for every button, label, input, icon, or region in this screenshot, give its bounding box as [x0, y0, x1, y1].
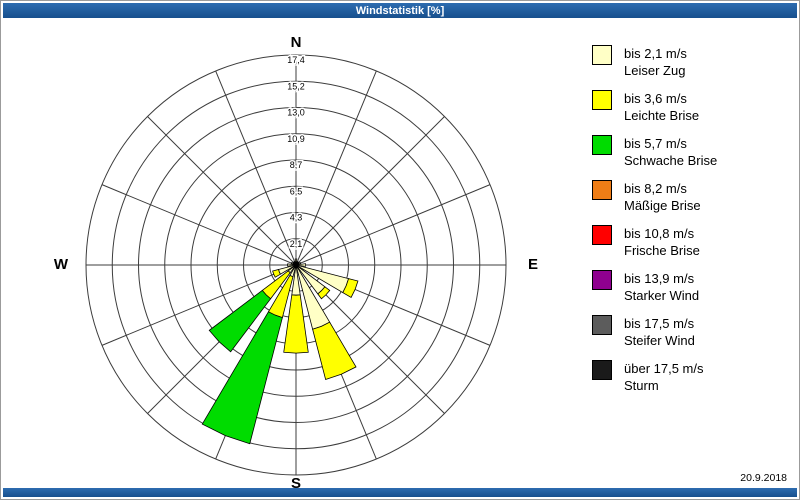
- window-title-bar: Windstatistik [%]: [3, 3, 797, 18]
- legend-speed-label: bis 2,1 m/s: [624, 46, 687, 61]
- grid-spoke: [295, 116, 445, 266]
- windrose-petal-nnw: [293, 260, 297, 266]
- legend-class-name: Sturm: [624, 378, 659, 393]
- legend-item: bis 5,7 m/s Schwache Brise: [592, 135, 797, 169]
- legend-speed-label: bis 3,6 m/s: [624, 91, 687, 106]
- windrose-petal-sw: [208, 289, 272, 353]
- windrose-petal-s: [283, 294, 309, 354]
- legend-color-swatch: [592, 135, 612, 155]
- legend-text: bis 10,8 m/s Frische Brise: [624, 225, 700, 259]
- legend-item: bis 10,8 m/s Frische Brise: [592, 225, 797, 259]
- windrose-petal-se: [317, 286, 331, 300]
- legend-speed-label: bis 13,9 m/s: [624, 271, 695, 286]
- legend-text: bis 2,1 m/s Leiser Zug: [624, 45, 687, 79]
- windrose-petal-ese: [342, 278, 359, 299]
- legend-text: über 17,5 m/s Sturm: [624, 360, 704, 394]
- legend-item: bis 8,2 m/s Mäßige Brise: [592, 180, 797, 214]
- ring-label: 10,9: [287, 134, 305, 144]
- compass-label-south: S: [290, 475, 301, 492]
- legend-class-name: Mäßige Brise: [624, 198, 701, 213]
- date-label: 20.9.2018: [740, 472, 787, 484]
- legend-item: bis 2,1 m/s Leiser Zug: [592, 45, 797, 79]
- legend-text: bis 17,5 m/s Steifer Wind: [624, 315, 695, 349]
- windrose-petal-e: [295, 263, 307, 267]
- ring-label: 13,0: [287, 108, 305, 118]
- legend-item: bis 3,6 m/s Leichte Brise: [592, 90, 797, 124]
- ring-label: 2,1: [290, 239, 303, 249]
- legend-class-name: Starker Wind: [624, 288, 700, 303]
- windrose-petal-w: [287, 263, 297, 267]
- legend-class-name: Leichte Brise: [624, 108, 700, 123]
- petals: [201, 258, 359, 445]
- legend-text: bis 13,9 m/s Starker Wind: [624, 270, 699, 304]
- grid-spoke: [147, 116, 297, 266]
- windrose-petal-sse: [312, 321, 357, 381]
- legend-color-swatch: [592, 45, 612, 65]
- ring-label: 6,5: [290, 186, 303, 196]
- grid-spoke: [101, 264, 297, 346]
- legend-speed-label: über 17,5 m/s: [624, 361, 704, 376]
- grid-spoke: [295, 70, 377, 266]
- legend-speed-label: bis 10,8 m/s: [624, 226, 695, 241]
- legend-color-swatch: [592, 225, 612, 245]
- legend: bis 2,1 m/s Leiser Zug bis 3,6 m/s Leichte …: [592, 45, 797, 405]
- compass-label-north: N: [290, 34, 302, 51]
- grid-spoke: [101, 184, 297, 266]
- legend-class-name: Frische Brise: [624, 243, 700, 258]
- grid-spoke: [295, 184, 491, 266]
- compass-label-east: E: [527, 256, 538, 273]
- grid-spoke: [215, 70, 297, 266]
- ring-labels: 2,1 4,3 6,5 8,7 10,9 13,0 15,2 17,4: [286, 54, 307, 251]
- legend-class-name: Schwache Brise: [624, 153, 718, 168]
- compass-label-west: W: [53, 256, 69, 273]
- window-title: Windstatistik [%]: [355, 4, 445, 17]
- ring-label: 17,4: [287, 55, 305, 65]
- legend-text: bis 8,2 m/s Mäßige Brise: [624, 180, 701, 214]
- legend-item: über 17,5 m/s Sturm: [592, 360, 797, 394]
- windrose-petal-ssw: [201, 311, 283, 445]
- legend-text: bis 3,6 m/s Leichte Brise: [624, 90, 699, 124]
- legend-color-swatch: [592, 90, 612, 110]
- legend-speed-label: bis 8,2 m/s: [624, 181, 687, 196]
- bottom-bar: [3, 488, 797, 497]
- ring-label: 8,7: [290, 160, 303, 170]
- legend-speed-label: bis 17,5 m/s: [624, 316, 695, 331]
- legend-color-swatch: [592, 270, 612, 290]
- windrose-petal-n: [294, 258, 298, 266]
- legend-speed-label: bis 5,7 m/s: [624, 136, 687, 151]
- legend-color-swatch: [592, 360, 612, 380]
- legend-class-name: Leiser Zug: [624, 63, 686, 78]
- windrose-petal-wsw: [272, 269, 281, 278]
- legend-color-swatch: [592, 315, 612, 335]
- legend-class-name: Steifer Wind: [624, 333, 695, 348]
- legend-item: bis 17,5 m/s Steifer Wind: [592, 315, 797, 349]
- ring-label: 4,3: [290, 213, 303, 223]
- legend-item: bis 13,9 m/s Starker Wind: [592, 270, 797, 304]
- ring-label: 15,2: [287, 81, 305, 91]
- legend-text: bis 5,7 m/s Schwache Brise: [624, 135, 717, 169]
- legend-color-swatch: [592, 180, 612, 200]
